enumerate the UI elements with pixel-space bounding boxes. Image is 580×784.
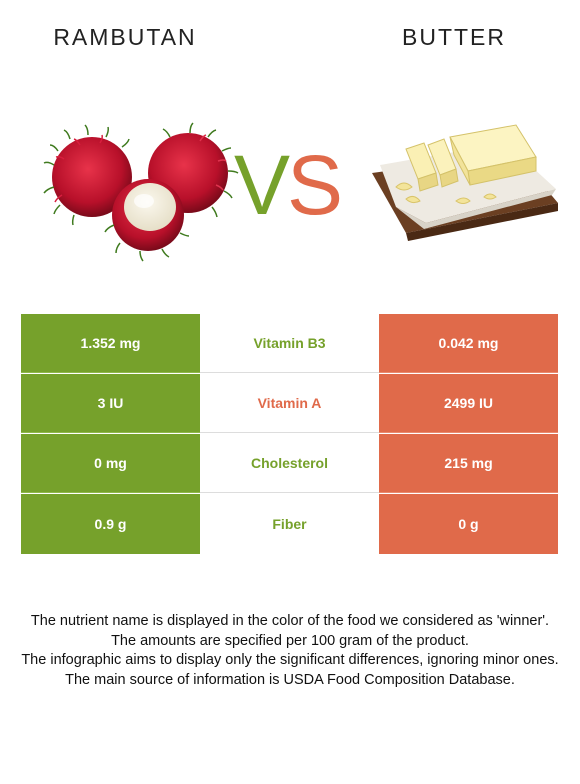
vs-s: S: [287, 138, 343, 232]
table-row: 3 IU Vitamin A 2499 IU: [21, 374, 558, 434]
table-row: 1.352 mg Vitamin B3 0.042 mg: [21, 314, 558, 374]
butter-image: [372, 124, 558, 241]
right-value: 215 mg: [379, 434, 558, 493]
footnote-line: The infographic aims to display only the…: [21, 652, 559, 668]
left-value: 0.9 g: [21, 494, 200, 554]
footnote-line: The main source of information is USDA F…: [65, 671, 515, 688]
rambutan-image: [43, 122, 239, 262]
right-value: 0 g: [379, 494, 558, 554]
right-food-title: BUTTER: [402, 24, 506, 50]
nutrient-name: Vitamin B3: [200, 314, 379, 373]
left-value: 3 IU: [21, 374, 200, 433]
footnote-line: The amounts are specified per 100 gram o…: [111, 632, 469, 649]
vs-label: VS: [222, 135, 352, 235]
nutrient-name: Vitamin A: [200, 374, 379, 433]
nutrient-comparison-table: 1.352 mg Vitamin B3 0.042 mg 3 IU Vitami…: [21, 314, 558, 554]
vs-v: V: [233, 138, 290, 232]
nutrient-name: Cholesterol: [200, 434, 379, 493]
nutrient-name: Fiber: [200, 494, 379, 554]
left-value: 1.352 mg: [21, 314, 200, 373]
left-food-title: RAMBUTAN: [53, 24, 197, 50]
table-row: 0 mg Cholesterol 215 mg: [21, 434, 558, 494]
table-row: 0.9 g Fiber 0 g: [21, 494, 558, 554]
right-value: 2499 IU: [379, 374, 558, 433]
footnote: The nutrient name is displayed in the co…: [20, 612, 560, 690]
left-value: 0 mg: [21, 434, 200, 493]
right-value: 0.042 mg: [379, 314, 558, 373]
footnote-line: The nutrient name is displayed in the co…: [30, 613, 550, 629]
